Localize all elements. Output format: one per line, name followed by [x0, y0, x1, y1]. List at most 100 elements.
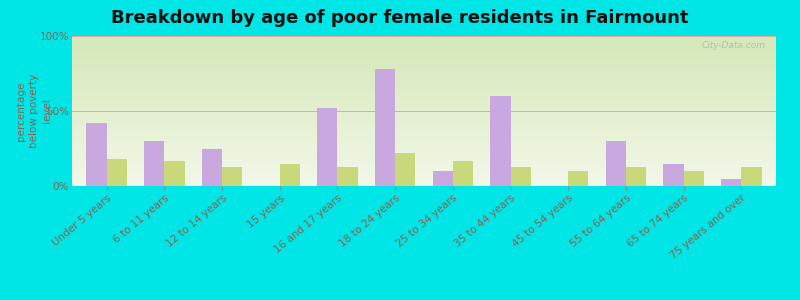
Bar [72, 108, 776, 109]
Bar [72, 137, 776, 138]
Bar [72, 36, 776, 37]
Bar [72, 163, 776, 164]
Bar [375, 69, 395, 186]
Bar [72, 44, 776, 45]
Bar [72, 54, 776, 55]
Bar [72, 84, 776, 85]
Bar [72, 132, 776, 133]
Bar [72, 130, 776, 131]
Bar [72, 148, 776, 149]
Bar [72, 89, 776, 90]
Bar [72, 49, 776, 50]
Bar [72, 183, 776, 184]
Bar [72, 104, 776, 105]
Bar [72, 114, 776, 115]
Y-axis label: percentage
below poverty
level: percentage below poverty level [16, 74, 52, 148]
Bar [72, 167, 776, 168]
Bar [72, 51, 776, 52]
Text: Breakdown by age of poor female residents in Fairmount: Breakdown by age of poor female resident… [111, 9, 689, 27]
Bar [72, 147, 776, 148]
Bar [72, 131, 776, 132]
Text: City-Data.com: City-Data.com [702, 40, 766, 50]
Bar [72, 149, 776, 150]
Bar [72, 93, 776, 94]
Bar [72, 118, 776, 119]
Bar [72, 90, 776, 91]
Bar [72, 42, 776, 43]
Bar [72, 158, 776, 159]
Bar [72, 146, 776, 147]
Bar [86, 123, 106, 186]
Bar [72, 175, 776, 176]
Bar [72, 124, 776, 125]
Bar [72, 72, 776, 73]
Bar [72, 37, 776, 38]
Bar [72, 70, 776, 71]
Bar [72, 119, 776, 120]
Bar [395, 153, 415, 186]
Bar [72, 78, 776, 79]
Bar [72, 136, 776, 137]
Bar [72, 52, 776, 53]
Bar [72, 153, 776, 154]
Bar [72, 47, 776, 48]
Bar [72, 166, 776, 167]
Bar [72, 159, 776, 160]
Bar [72, 41, 776, 42]
Bar [72, 55, 776, 56]
Bar [72, 99, 776, 100]
Bar [72, 40, 776, 41]
Bar [72, 107, 776, 108]
Bar [72, 68, 776, 69]
Bar [72, 165, 776, 166]
Bar [72, 94, 776, 95]
Bar [606, 141, 626, 186]
Bar [72, 164, 776, 165]
Bar [72, 133, 776, 134]
Bar [72, 168, 776, 169]
Bar [72, 138, 776, 139]
Bar [626, 167, 646, 186]
Bar [72, 58, 776, 59]
Bar [72, 152, 776, 153]
Bar [72, 135, 776, 136]
Bar [72, 115, 776, 116]
Bar [72, 39, 776, 40]
Bar [72, 177, 776, 178]
Bar [72, 151, 776, 152]
Bar [72, 73, 776, 74]
Bar [72, 102, 776, 103]
Bar [72, 53, 776, 54]
Bar [684, 171, 704, 186]
Bar [72, 75, 776, 76]
Bar [338, 167, 358, 186]
Bar [72, 92, 776, 93]
Bar [72, 61, 776, 62]
Bar [72, 69, 776, 70]
Bar [72, 157, 776, 158]
Bar [280, 164, 300, 186]
Bar [72, 60, 776, 61]
Bar [72, 101, 776, 102]
Bar [72, 184, 776, 185]
Bar [72, 126, 776, 127]
Bar [490, 96, 510, 186]
Bar [72, 66, 776, 67]
Bar [72, 45, 776, 46]
Bar [72, 174, 776, 175]
Bar [72, 105, 776, 106]
Bar [72, 145, 776, 146]
Bar [72, 57, 776, 58]
Bar [72, 154, 776, 155]
Bar [72, 150, 776, 151]
Bar [72, 123, 776, 124]
Bar [72, 97, 776, 98]
Bar [72, 171, 776, 172]
Bar [72, 122, 776, 123]
Bar [72, 112, 776, 113]
Bar [72, 88, 776, 89]
Bar [72, 91, 776, 92]
Bar [72, 142, 776, 143]
Bar [72, 95, 776, 96]
Bar [72, 77, 776, 78]
